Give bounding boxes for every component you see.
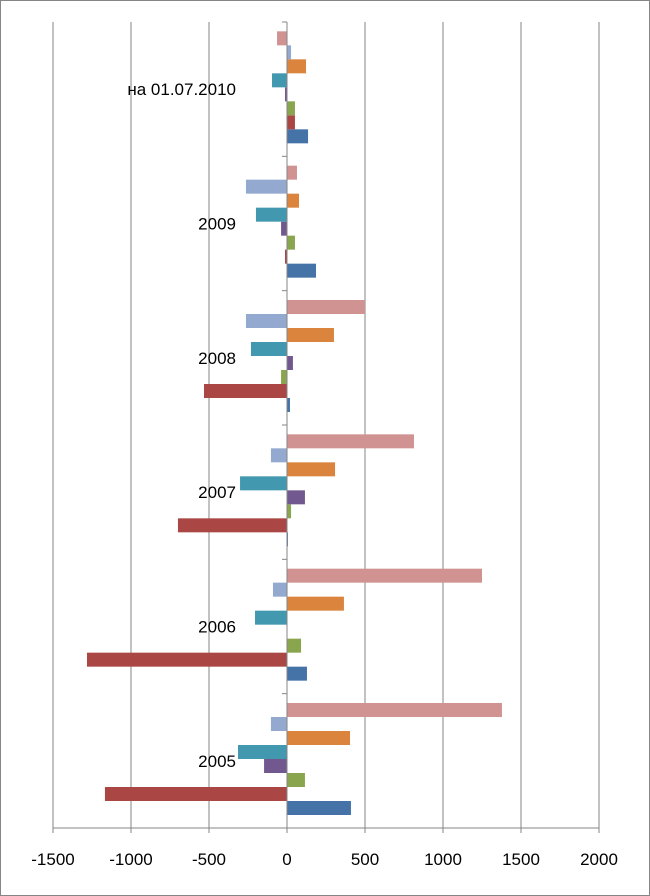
bar-2007-series-6 [287,462,336,477]
y-axis [52,21,600,833]
category-label: 2009 [198,215,236,234]
bar-2005-series-8 [287,703,502,717]
category-label: 2007 [198,483,236,502]
bar-2009-series-8 [287,165,297,180]
bar-2007-series-5 [240,476,287,491]
x-tick-label: -1000 [109,850,152,869]
bar-2006-series-7 [272,582,287,597]
bar-2006-series-5 [255,610,287,625]
bar-01072010-series-4 [284,87,287,102]
bar-2009-series-5 [255,207,287,222]
bar-2006-series-3 [287,638,302,653]
category-label: 2006 [198,618,236,637]
bar-2008-series-7 [245,314,287,328]
bar-01072010-series-1 [287,129,309,144]
bar-2005-series-7 [270,717,287,731]
bar-01072010-series-5 [272,73,287,88]
category-label: на 01.07.2010 [127,80,236,99]
bar-2007-series-2 [177,518,287,533]
bar-2009-series-6 [287,193,300,208]
bar-2006-series-2 [87,652,288,667]
bar-2005-series-3 [287,773,305,787]
x-tick-label: -1500 [31,850,74,869]
x-tick-label: 2000 [580,850,618,869]
bar-2008-series-1 [287,398,290,412]
bar-01072010-series-8 [277,31,287,46]
bar-2006-series-1 [287,666,307,681]
x-tick-label: 0 [282,850,291,869]
bar-01072010-series-6 [287,59,307,74]
bar-2009-series-4 [281,221,287,236]
bar-01072010-series-7 [287,45,292,60]
bar-2007-series-4 [287,490,305,505]
category-label: 2005 [198,752,236,771]
x-tick-labels: -1500 -1000 -500 0 500 1000 1500 2000 [31,850,618,869]
bar-2005-series-4 [264,759,287,773]
bar-2007-series-8 [287,434,414,449]
x-tick-label: 500 [351,850,379,869]
bar-2005-series-5 [238,745,287,759]
bar-2005-series-6 [287,731,351,745]
x-tick-label: 1500 [502,850,540,869]
gridlines [52,22,600,828]
bar-2008-series-6 [287,328,334,342]
bar-2005-series-2 [104,787,287,801]
bars [87,31,502,815]
bar-2009-series-3 [287,235,295,250]
bar-2008-series-8 [287,300,365,314]
bar-2008-series-4 [287,356,293,370]
bar-2009-series-7 [245,179,287,194]
bar-2008-series-5 [250,342,287,356]
bar-2008-series-3 [281,370,287,384]
bar-01072010-series-3 [287,101,295,116]
bar-2008-series-2 [204,384,287,398]
x-tick-label: -500 [192,850,226,869]
x-tick-label: 1000 [424,850,462,869]
bar-2009-series-1 [287,263,317,278]
bar-2007-series-7 [270,448,287,463]
category-labels: 2005 2006 2007 2008 2009 на 01.07.2010 [127,80,236,771]
bar-2007-series-3 [287,504,292,519]
bar-2006-series-8 [287,568,482,583]
category-label: 2008 [198,349,236,368]
bar-2006-series-6 [287,596,344,611]
bar-2005-series-1 [287,801,351,815]
bar-2009-series-2 [284,249,287,264]
bar-01072010-series-2 [287,115,295,130]
